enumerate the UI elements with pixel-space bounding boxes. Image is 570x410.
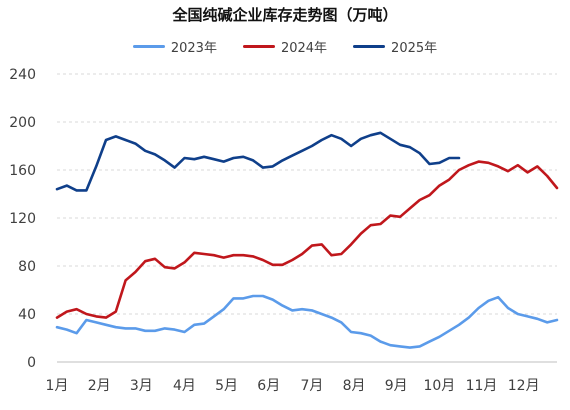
x-tick-label: 4月: [173, 378, 196, 394]
x-tick-label: 6月: [257, 378, 280, 394]
y-axis-ticks: 0 40 80 120 160 200 240: [9, 67, 36, 371]
y-tick-label: 80: [18, 259, 36, 275]
y-tick-label: 200: [9, 115, 36, 131]
legend-item-2024[interactable]: 2024年: [242, 37, 328, 56]
x-tick-label: 10月: [423, 378, 455, 394]
series-lines: [55, 131, 559, 349]
legend-swatch-2023: [132, 45, 165, 48]
x-tick-label: 8月: [343, 378, 366, 394]
x-tick-label: 7月: [300, 378, 323, 394]
chart-legend: 2023年 2024年 2025年: [0, 37, 570, 56]
x-tick-label: 11月: [466, 378, 498, 394]
x-axis-ticks: 1月 2月 3月 4月 5月 6月 7月 8月 9月 10月 11月 12月: [46, 378, 540, 394]
x-tick-label: 2月: [88, 378, 111, 394]
x-tick-label: 9月: [385, 378, 408, 394]
x-tick-label: 3月: [130, 378, 153, 394]
x-tick-label: 5月: [215, 378, 238, 394]
series-line-2024[interactable]: [55, 160, 559, 319]
legend-item-2023[interactable]: 2023年: [132, 37, 217, 56]
grid-lines: [57, 73, 557, 315]
legend-item-2025[interactable]: 2025年: [353, 37, 437, 56]
series-line-2025[interactable]: [55, 131, 461, 192]
legend-label-2023: 2023年: [170, 41, 217, 56]
legend-label-2025: 2025年: [391, 41, 438, 56]
legend-swatch-2024: [242, 45, 275, 48]
y-tick-label: 40: [18, 307, 36, 323]
series-line-2023[interactable]: [55, 294, 559, 349]
y-tick-label: 160: [9, 163, 36, 179]
y-tick-label: 120: [9, 211, 36, 227]
legend-label-2024: 2024年: [280, 41, 328, 56]
y-tick-label: 240: [9, 67, 36, 83]
chart-title: 全国纯碱企业库存走势图（万吨）: [172, 6, 398, 24]
legend-swatch-2025: [353, 45, 386, 48]
y-tick-label: 0: [27, 355, 36, 371]
x-tick-label: 12月: [508, 378, 540, 394]
x-tick-label: 1月: [46, 378, 69, 394]
